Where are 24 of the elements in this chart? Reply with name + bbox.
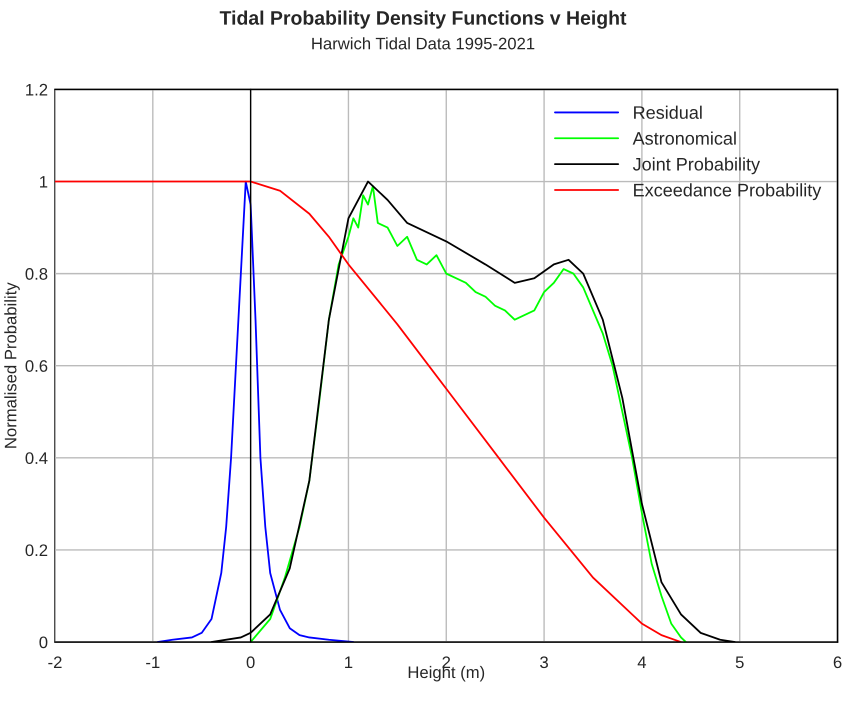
x-tick-label: 0 [246, 656, 255, 668]
chart-title: Tidal Probability Density Functions v Height [220, 10, 626, 29]
legend-label: Exceedance Probability [634, 183, 822, 200]
y-tick-label: 1.2 [26, 84, 48, 96]
y-tick-label: 0.2 [26, 544, 48, 556]
legend-label: Astronomical [632, 132, 736, 145]
x-tick-label: 4 [638, 656, 646, 668]
y-axis-title: Normalised Probability [4, 282, 20, 448]
x-tick-label: -2 [48, 656, 62, 668]
x-tick-label: -1 [146, 656, 160, 668]
y-tick-label: 0 [39, 636, 48, 648]
legend-label: Joint Probability [632, 157, 760, 174]
y-tick-label: 0.6 [26, 360, 48, 372]
x-tick-label: 5 [736, 656, 744, 668]
chart-subtitle: Harwich Tidal Data 1995-2021 [312, 37, 534, 50]
y-tick-label: 0.4 [26, 452, 48, 464]
line-series [156, 180, 354, 642]
legend-label: Residual [634, 106, 702, 119]
y-tick-label: 0.8 [26, 268, 48, 280]
y-tick-label: 1 [40, 176, 48, 188]
x-axis-title: Height (m) [408, 666, 484, 682]
x-tick-label: 3 [540, 656, 548, 668]
x-tick-label: 6 [834, 656, 842, 668]
x-tick-label: 1 [345, 656, 352, 668]
